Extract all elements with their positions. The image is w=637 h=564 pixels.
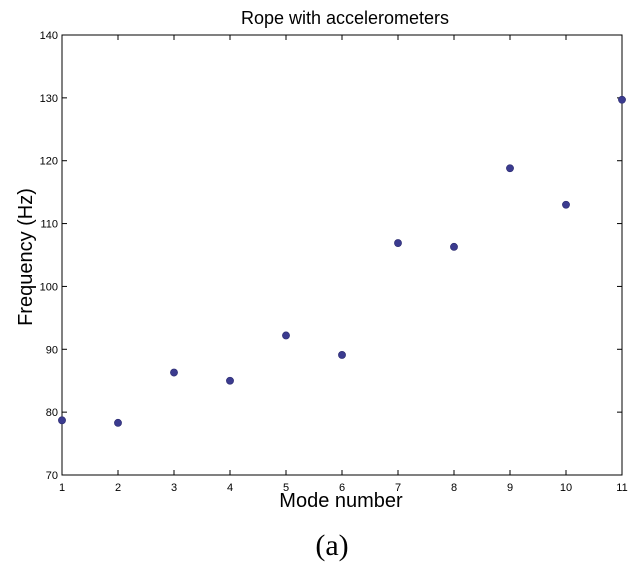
data-point bbox=[394, 239, 402, 247]
data-point bbox=[562, 200, 570, 209]
y-tick-label: 130 bbox=[40, 93, 58, 105]
figure-caption: (a) bbox=[315, 529, 348, 562]
y-tick-label: 80 bbox=[46, 407, 58, 419]
x-axis-title: Mode number bbox=[279, 490, 403, 512]
x-tick-label: 7 bbox=[395, 482, 401, 494]
x-tick-label: 9 bbox=[507, 482, 513, 494]
x-tick-label: 11 bbox=[616, 482, 627, 494]
y-tick-label: 120 bbox=[40, 156, 58, 168]
data-point bbox=[170, 368, 178, 377]
chart-title: Rope with accelerometers bbox=[241, 8, 449, 28]
y-tick-label: 110 bbox=[40, 219, 58, 231]
x-tick-label: 4 bbox=[227, 482, 233, 494]
data-point bbox=[114, 418, 122, 427]
data-point bbox=[58, 416, 66, 425]
x-tick-label: 8 bbox=[451, 482, 457, 494]
y-tick-label: 90 bbox=[46, 344, 58, 356]
x-axis: 1 2 3 4 5 6 7 8 9 10 11 bbox=[59, 35, 628, 494]
plot-area-frame bbox=[61, 34, 623, 476]
data-point bbox=[226, 376, 234, 385]
data-point bbox=[338, 351, 346, 359]
data-point bbox=[282, 331, 290, 340]
x-tick-label: 1 bbox=[59, 482, 65, 494]
data-point bbox=[506, 164, 514, 173]
x-tick-label: 5 bbox=[283, 482, 289, 494]
data-series bbox=[58, 95, 626, 427]
y-axis: 70 80 90 100 110 120 130 140 bbox=[40, 30, 622, 482]
x-tick-label: 10 bbox=[560, 482, 572, 494]
y-axis-title: Frequency (Hz) bbox=[15, 188, 37, 326]
data-point bbox=[450, 242, 458, 251]
y-tick-label: 140 bbox=[40, 30, 58, 42]
y-tick-label: 100 bbox=[40, 281, 58, 293]
data-point bbox=[618, 95, 626, 104]
x-tick-label: 3 bbox=[171, 482, 177, 494]
x-tick-label: 6 bbox=[339, 482, 345, 494]
y-tick-label: 70 bbox=[46, 470, 58, 482]
x-tick-label: 2 bbox=[115, 482, 121, 494]
